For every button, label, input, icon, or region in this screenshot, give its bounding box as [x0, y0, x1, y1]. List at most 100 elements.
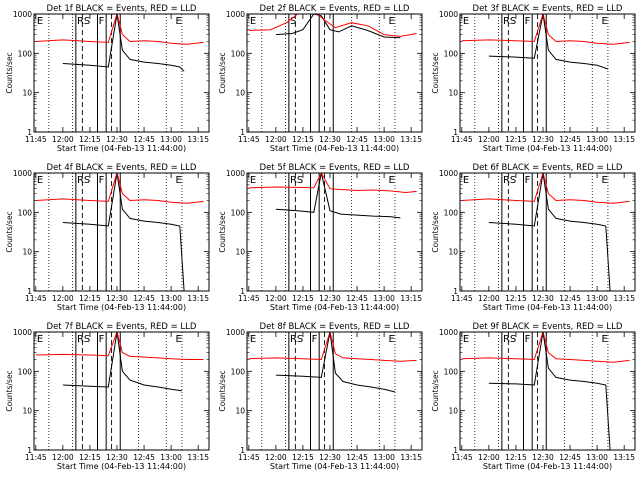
x-tick-label: 11:45: [238, 135, 260, 144]
y-tick-label: 100: [18, 367, 33, 376]
x-tick-label: 13:00: [160, 294, 182, 303]
x-tick-label: 12:45: [133, 453, 155, 462]
panel-title: Det 7f BLACK = Events, RED = LLD: [47, 322, 197, 332]
y-tick-label: 100: [18, 49, 33, 58]
x-tick-label: 12:45: [559, 453, 581, 462]
x-tick-label: 13:15: [400, 135, 422, 144]
y-tick-label: 100: [444, 367, 459, 376]
plot-frame: [33, 13, 210, 133]
x-tick-label: 13:00: [586, 135, 608, 144]
y-tick-label: 10: [448, 407, 458, 416]
y-tick-label: 1000: [226, 169, 245, 178]
x-tick-label: 12:30: [319, 453, 341, 462]
y-axis-label: Counts/sec: [5, 370, 14, 411]
x-tick-label: 12:30: [319, 135, 341, 144]
x-tick-label: 12:45: [559, 294, 581, 303]
panel-title: Det 1f BLACK = Events, RED = LLD: [47, 4, 197, 14]
e-left-label: E: [463, 16, 469, 27]
rs-label: RS: [77, 175, 90, 186]
y-axis-label: Counts/sec: [431, 370, 440, 411]
y-tick-label: 1000: [439, 10, 458, 19]
series-events: [275, 173, 401, 219]
e-left-label: E: [37, 175, 43, 186]
y-tick-label: 1: [453, 128, 458, 137]
y-tick-label: 1000: [226, 10, 245, 19]
x-tick-label: 13:00: [160, 135, 182, 144]
e-left-label: E: [463, 334, 469, 345]
y-tick-label: 100: [231, 208, 246, 217]
x-tick-label: 12:15: [79, 135, 101, 144]
x-tick-label: 13:00: [373, 294, 395, 303]
x-tick-label: 13:15: [613, 294, 635, 303]
detector-panel-6: Det 6f BLACK = Events, RED = LLD E RS F E 1 10…: [431, 163, 636, 312]
panel-title: Det 9f BLACK = Events, RED = LLD: [473, 322, 623, 332]
series-lld: [35, 332, 204, 360]
e-right-label: E: [175, 16, 181, 27]
series-lld: [35, 14, 204, 45]
x-tick-label: 12:15: [505, 294, 527, 303]
detector-panel-9: Det 9f BLACK = Events, RED = LLD E RS F E 1 10…: [431, 322, 636, 471]
y-tick-label: 100: [231, 49, 246, 58]
f-label: F: [99, 334, 105, 345]
y-tick-label: 1: [27, 128, 32, 137]
e-left-label: E: [463, 175, 469, 186]
rs-label: RS: [290, 175, 303, 186]
y-tick-label: 1: [27, 287, 32, 296]
plot-frame: [246, 331, 423, 451]
x-tick-label: 12:15: [292, 294, 314, 303]
x-tick-label: 11:45: [451, 135, 473, 144]
rs-label: RS: [503, 334, 516, 345]
series-events: [488, 173, 611, 291]
y-tick-label: 10: [22, 407, 32, 416]
plot-frame: [246, 13, 423, 133]
x-tick-label: 11:45: [238, 294, 260, 303]
x-tick-label: 12:00: [52, 453, 74, 462]
y-tick-label: 1000: [13, 328, 32, 337]
f-label: F: [525, 16, 531, 27]
x-tick-label: 12:30: [532, 135, 554, 144]
series-lld: [461, 14, 630, 45]
rs-label: RS: [77, 334, 90, 345]
x-tick-label: 12:00: [265, 135, 287, 144]
x-tick-label: 11:45: [25, 453, 47, 462]
panel-title: Det 6f BLACK = Events, RED = LLD: [473, 163, 623, 173]
y-tick-label: 1: [453, 446, 458, 455]
x-tick-label: 12:30: [532, 294, 554, 303]
x-tick-label: 12:00: [265, 453, 287, 462]
y-tick-label: 10: [22, 248, 32, 257]
rs-label: RS: [503, 175, 516, 186]
y-tick-label: 10: [235, 89, 245, 98]
series-events: [62, 332, 182, 392]
detector-panel-3: Det 3f BLACK = Events, RED = LLD E RS F E 1 10…: [431, 4, 636, 153]
x-tick-label: 13:15: [187, 453, 209, 462]
series-lld: [248, 173, 417, 194]
panel-title: Det 4f BLACK = Events, RED = LLD: [47, 163, 197, 173]
x-tick-label: 13:15: [187, 135, 209, 144]
rs-label: S: [290, 16, 296, 27]
y-axis-label: Counts/sec: [5, 211, 14, 252]
y-tick-label: 10: [22, 89, 32, 98]
y-axis-label: Counts/sec: [431, 52, 440, 93]
x-tick-label: 12:15: [292, 135, 314, 144]
x-tick-label: 11:45: [451, 294, 473, 303]
series-lld: [248, 14, 417, 37]
detector-panel-4: Det 4f BLACK = Events, RED = LLD E RS F E 1 10…: [5, 163, 210, 312]
x-axis-label: Start Time (04-Feb-13 11:44:00): [483, 462, 612, 471]
x-tick-label: 11:45: [451, 453, 473, 462]
e-right-label: E: [388, 16, 394, 27]
x-tick-label: 12:15: [292, 453, 314, 462]
plot-frame: [459, 331, 636, 451]
y-tick-label: 10: [235, 407, 245, 416]
y-tick-label: 100: [231, 367, 246, 376]
x-tick-label: 12:45: [133, 294, 155, 303]
y-axis-label: Counts/sec: [218, 211, 227, 252]
panel-title: Det 8f BLACK = Events, RED = LLD: [260, 322, 410, 332]
x-tick-label: 12:30: [106, 453, 128, 462]
x-tick-label: 12:45: [346, 294, 368, 303]
x-tick-label: 13:00: [586, 294, 608, 303]
e-right-label: E: [601, 334, 607, 345]
x-tick-label: 11:45: [25, 135, 47, 144]
x-axis-label: Start Time (04-Feb-13 11:44:00): [270, 144, 399, 153]
e-right-label: E: [601, 16, 607, 27]
